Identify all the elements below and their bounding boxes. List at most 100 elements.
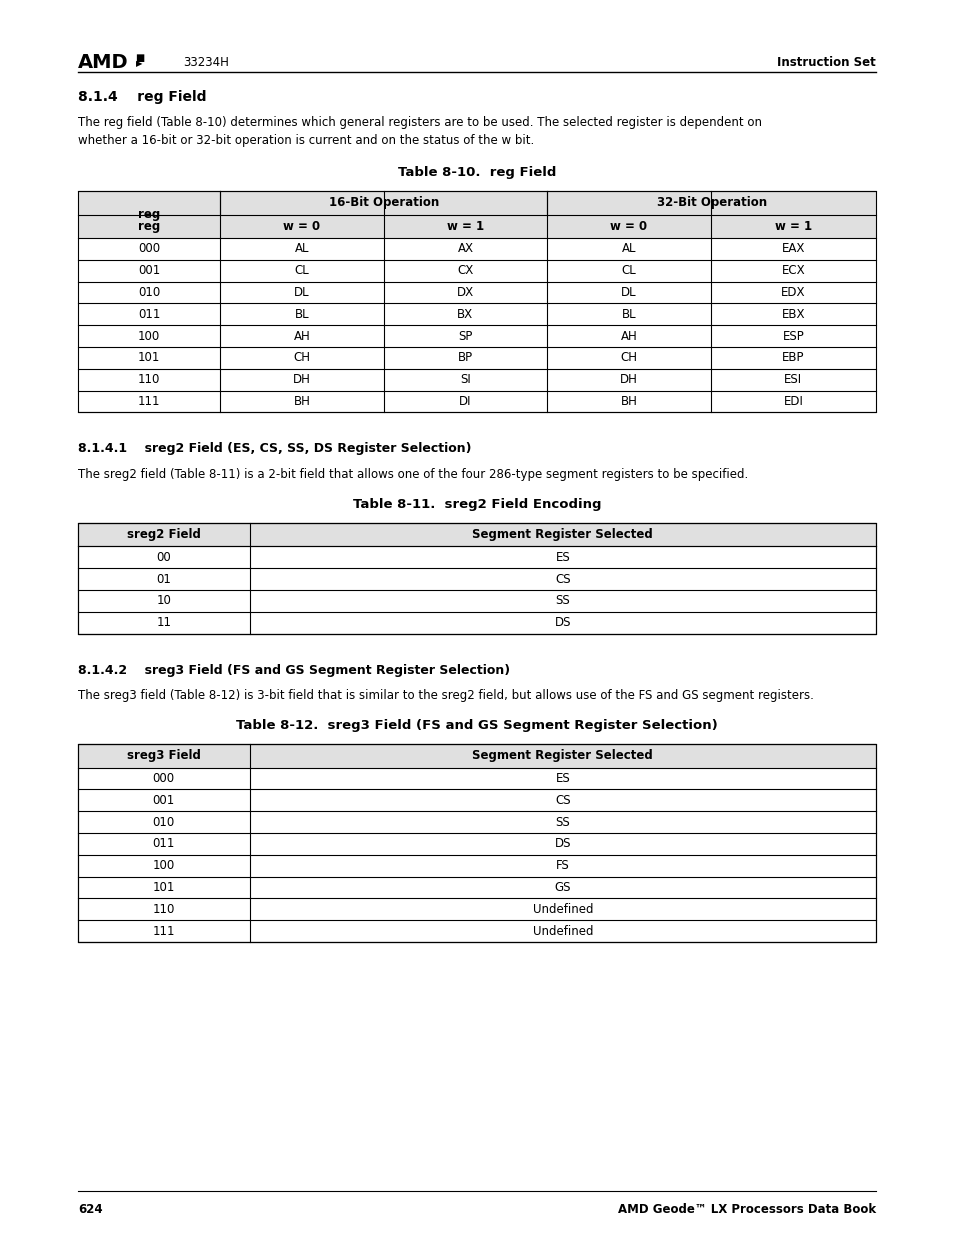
Text: 32-Bit Operation: 32-Bit Operation [656,196,766,209]
Text: ES: ES [555,772,570,785]
Text: Table 8-10.  reg Field: Table 8-10. reg Field [397,165,556,179]
Text: 00: 00 [156,551,171,564]
Text: ■: ■ [135,53,145,63]
Text: BP: BP [457,352,473,364]
Text: 8.1.4.1    sreg2 Field (ES, CS, SS, DS Register Selection): 8.1.4.1 sreg2 Field (ES, CS, SS, DS Regi… [78,442,471,456]
Text: 11: 11 [156,616,172,629]
Text: CS: CS [555,573,570,585]
Text: AMD: AMD [78,53,129,72]
Text: 011: 011 [137,308,160,321]
Text: AMD Geode™ LX Processors Data Book: AMD Geode™ LX Processors Data Book [618,1203,875,1216]
Text: DH: DH [619,373,638,387]
Text: 16-Bit Operation: 16-Bit Operation [328,196,438,209]
Text: EBX: EBX [781,308,804,321]
Text: AX: AX [456,242,473,256]
Bar [78,745,875,942]
Text: 624: 624 [78,1203,103,1216]
Text: 101: 101 [152,881,174,894]
Text: DS: DS [554,616,571,629]
Text: sreg2 Field: sreg2 Field [127,529,200,541]
Text: The reg field (Table 8-10) determines which general registers are to be used. Th: The reg field (Table 8-10) determines wh… [78,116,761,128]
Text: CX: CX [456,264,473,277]
Text: DX: DX [456,287,474,299]
Text: ECX: ECX [781,264,804,277]
Text: 110: 110 [152,903,174,916]
Text: Segment Register Selected: Segment Register Selected [472,529,653,541]
Text: 010: 010 [152,815,174,829]
Text: 01: 01 [156,573,171,585]
Text: BL: BL [621,308,636,321]
Text: 001: 001 [152,794,174,806]
Text: ESP: ESP [781,330,803,342]
Text: CH: CH [619,352,637,364]
Text: sreg3 Field: sreg3 Field [127,750,200,762]
Text: CL: CL [621,264,636,277]
Text: AH: AH [294,330,310,342]
Text: 100: 100 [152,860,174,872]
Text: ▶: ▶ [135,59,142,68]
Text: 001: 001 [138,264,160,277]
Text: AH: AH [620,330,637,342]
Text: 100: 100 [138,330,160,342]
Text: 10: 10 [156,594,171,608]
Bar [78,745,875,942]
Text: 110: 110 [137,373,160,387]
Text: ES: ES [555,551,570,564]
Bar [78,522,875,634]
Bar [78,522,875,634]
Text: DS: DS [554,837,571,851]
Text: CS: CS [555,794,570,806]
Text: SI: SI [459,373,471,387]
Text: 8.1.4    reg Field: 8.1.4 reg Field [78,90,206,104]
Text: CH: CH [293,352,310,364]
Text: 101: 101 [137,352,160,364]
Text: CL: CL [294,264,309,277]
Text: Table 8-11.  sreg2 Field Encoding: Table 8-11. sreg2 Field Encoding [353,498,600,511]
Bar [78,191,875,215]
Text: EAX: EAX [781,242,804,256]
Text: AL: AL [621,242,636,256]
Bar [78,522,875,546]
Text: w = 1: w = 1 [446,220,483,232]
Text: EBP: EBP [781,352,803,364]
Text: BL: BL [294,308,309,321]
Text: reg: reg [138,207,160,221]
Text: 8.1.4.2    sreg3 Field (FS and GS Segment Register Selection): 8.1.4.2 sreg3 Field (FS and GS Segment R… [78,663,510,677]
Text: 33234H: 33234H [183,56,229,68]
Text: Undefined: Undefined [532,903,593,916]
Bar [78,745,875,768]
Text: The sreg2 field (Table 8-11) is a 2-bit field that allows one of the four 286-ty: The sreg2 field (Table 8-11) is a 2-bit … [78,468,747,480]
Text: DI: DI [458,395,471,408]
Text: EDX: EDX [781,287,805,299]
Bar [78,215,875,238]
Text: 011: 011 [152,837,174,851]
Text: BH: BH [294,395,310,408]
Text: SS: SS [555,594,570,608]
Text: FS: FS [556,860,569,872]
Bar [78,191,875,412]
Text: 111: 111 [137,395,160,408]
Text: SS: SS [555,815,570,829]
Text: GS: GS [554,881,571,894]
Text: EDI: EDI [782,395,802,408]
Text: reg: reg [138,220,160,232]
Text: 000: 000 [152,772,174,785]
Text: DL: DL [620,287,637,299]
Text: Segment Register Selected: Segment Register Selected [472,750,653,762]
Text: 010: 010 [138,287,160,299]
Text: The sreg3 field (Table 8-12) is 3-bit field that is similar to the sreg2 field, : The sreg3 field (Table 8-12) is 3-bit fi… [78,689,813,703]
Text: BH: BH [620,395,637,408]
Text: ESI: ESI [783,373,801,387]
Text: w = 0: w = 0 [610,220,647,232]
Text: w = 0: w = 0 [283,220,320,232]
Text: SP: SP [457,330,472,342]
Text: DH: DH [293,373,311,387]
Text: 000: 000 [138,242,160,256]
Text: BX: BX [456,308,473,321]
Text: Table 8-12.  sreg3 Field (FS and GS Segment Register Selection): Table 8-12. sreg3 Field (FS and GS Segme… [236,719,717,732]
Text: AL: AL [294,242,309,256]
Text: DL: DL [294,287,310,299]
Text: 111: 111 [152,925,174,937]
Text: Instruction Set: Instruction Set [777,56,875,68]
Text: w = 1: w = 1 [774,220,811,232]
